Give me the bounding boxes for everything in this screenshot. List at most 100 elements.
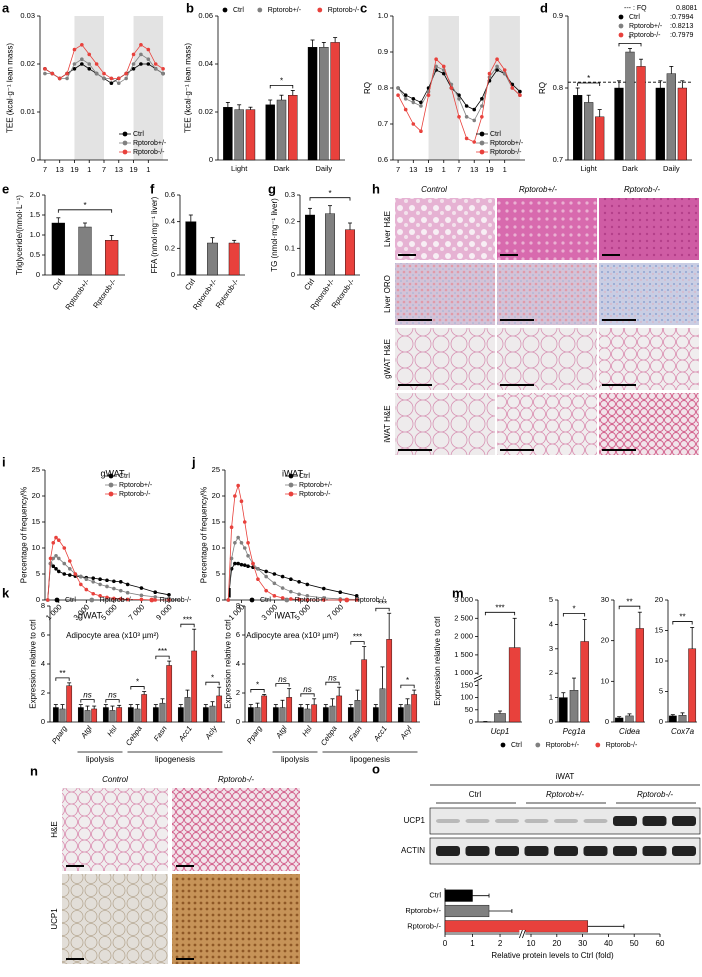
y-tick-label: 0 bbox=[171, 270, 175, 279]
bar bbox=[347, 707, 354, 723]
micrograph bbox=[62, 788, 168, 871]
legend-label: Rptorob-/- bbox=[490, 149, 522, 156]
significance-bracket bbox=[275, 683, 290, 687]
significance-label: ns bbox=[303, 685, 311, 694]
blot-band bbox=[613, 816, 637, 826]
row-label: Liver ORO bbox=[383, 275, 392, 313]
data-point bbox=[139, 43, 143, 47]
bar bbox=[614, 87, 624, 161]
data-point bbox=[251, 561, 255, 566]
data-point bbox=[125, 597, 130, 602]
significance-label: * bbox=[572, 605, 575, 614]
x-tick-label: Pcg1a bbox=[563, 727, 586, 736]
axis-break-mark bbox=[473, 674, 483, 680]
significance-label: * bbox=[83, 201, 86, 210]
x-tick-label: Pparg bbox=[245, 723, 264, 745]
blot-band bbox=[583, 819, 608, 823]
x-tick-label: 40 bbox=[604, 939, 613, 948]
blot-band bbox=[495, 846, 519, 856]
y-tick-label: 20 bbox=[32, 491, 40, 500]
micrograph bbox=[395, 328, 495, 390]
y-axis-label: TEE (kcal·g⁻¹ lean mass) bbox=[6, 43, 15, 133]
bar bbox=[635, 628, 644, 723]
legend-label: Ctrl bbox=[260, 597, 271, 604]
data-point bbox=[457, 93, 461, 97]
bar bbox=[66, 685, 73, 723]
y-axis-label: TEE (kcal·g⁻¹ lean mass) bbox=[184, 43, 193, 133]
x-tick-label: Acyl bbox=[398, 724, 414, 742]
bar bbox=[245, 109, 256, 161]
y-tick-label: 10 bbox=[601, 676, 609, 685]
y-tick-label: 2 bbox=[549, 668, 553, 677]
panel-label: k bbox=[2, 585, 10, 600]
significance-bracket bbox=[250, 689, 265, 693]
data-point bbox=[109, 81, 114, 85]
blot-group: Rptorob-/- bbox=[637, 790, 673, 799]
bar bbox=[52, 707, 59, 723]
bar bbox=[615, 717, 624, 723]
micrograph bbox=[599, 198, 699, 260]
y-tick-label: 100 bbox=[460, 693, 473, 702]
data-point bbox=[472, 140, 477, 144]
bar bbox=[265, 104, 275, 161]
scale-bar bbox=[500, 449, 534, 451]
data-point bbox=[62, 546, 67, 550]
bar bbox=[361, 659, 368, 723]
y-tick-label: 5 bbox=[216, 569, 220, 578]
x-tick-label: 19 bbox=[485, 165, 493, 174]
data-point bbox=[112, 596, 116, 601]
legend-label: Rptorob+/- bbox=[295, 597, 329, 604]
panel-label: n bbox=[30, 763, 38, 778]
bar bbox=[595, 116, 605, 161]
data-point bbox=[116, 76, 121, 81]
legend-label: Rptorob+/- bbox=[299, 482, 333, 489]
series-line bbox=[227, 536, 357, 601]
data-point bbox=[102, 71, 106, 76]
y-tick-label: 2 000 bbox=[454, 632, 473, 641]
legend-label: Rptorob+/- bbox=[268, 7, 302, 14]
legend-fq: :0.8213 bbox=[670, 23, 693, 30]
panel-label: e bbox=[2, 181, 9, 196]
data-point bbox=[264, 588, 268, 593]
data-point bbox=[518, 93, 522, 97]
y-tick-label: 0.06 bbox=[198, 11, 213, 20]
significance-bracket bbox=[618, 605, 641, 610]
legend-label: Ctrl bbox=[511, 742, 522, 749]
y-tick-label: 0.03 bbox=[20, 11, 35, 20]
axis-break-mark bbox=[473, 677, 483, 683]
y-tick-label: 0.6 bbox=[165, 190, 175, 199]
panel-label: a bbox=[2, 0, 10, 15]
data-point bbox=[79, 582, 83, 587]
data-point bbox=[73, 572, 78, 576]
x-tick-label: 1 bbox=[146, 165, 150, 174]
blot-group: Rptorob+/- bbox=[546, 790, 584, 799]
data-point bbox=[441, 71, 446, 76]
micrograph bbox=[599, 393, 699, 455]
legend-marker bbox=[257, 7, 263, 13]
x-tick-label: Rptorob+/- bbox=[63, 277, 91, 312]
significance-label: ** bbox=[626, 597, 632, 606]
bar bbox=[379, 688, 386, 723]
x-tick-label: 7 000 bbox=[325, 602, 345, 622]
bar bbox=[444, 920, 588, 933]
x-tick-label: 7 bbox=[457, 165, 461, 174]
scale-bar bbox=[176, 865, 194, 867]
y-tick-label: 3 000 bbox=[454, 595, 473, 604]
y-axis-label: Percentage of frequency/% bbox=[19, 487, 28, 584]
bar bbox=[345, 229, 356, 276]
data-point bbox=[487, 71, 492, 76]
data-point bbox=[94, 62, 99, 66]
x-tick-label: Pparg bbox=[50, 723, 69, 745]
data-point bbox=[67, 559, 72, 563]
data-point bbox=[256, 577, 260, 581]
data-point bbox=[54, 567, 58, 571]
bar bbox=[444, 889, 473, 902]
data-point bbox=[246, 554, 250, 558]
y-tick-label: 1.0 bbox=[378, 11, 388, 20]
y-tick-label: 0 bbox=[291, 270, 295, 279]
data-point bbox=[449, 86, 454, 90]
significance-label: *** bbox=[183, 615, 192, 624]
bar bbox=[207, 242, 218, 276]
micrograph bbox=[62, 874, 168, 964]
significance-bracket bbox=[309, 197, 351, 201]
